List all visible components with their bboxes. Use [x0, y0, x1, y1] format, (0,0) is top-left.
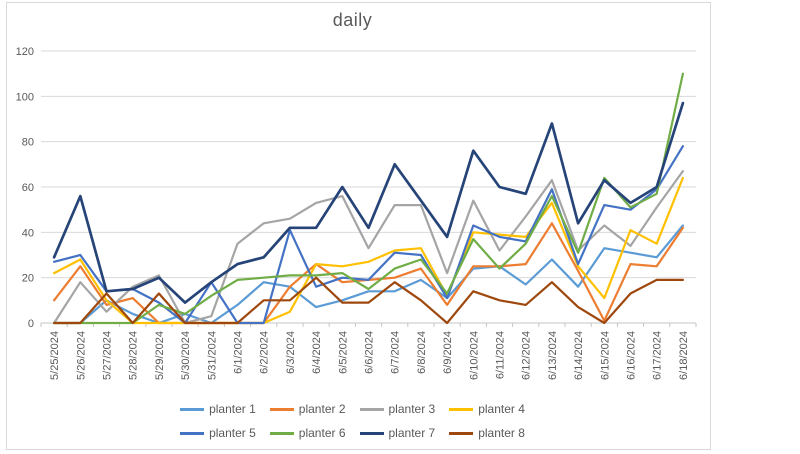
y-axis-label: 120: [16, 46, 34, 58]
y-axis-label: 80: [22, 137, 34, 149]
x-axis-label: 5/28/2024: [128, 331, 140, 380]
legend-swatch-planter-1: [180, 407, 205, 411]
legend-item-planter-1: planter 1: [180, 402, 256, 416]
y-axis-label: 0: [28, 318, 34, 330]
x-axis-label: 5/29/2024: [154, 331, 166, 380]
legend-label: planter 8: [478, 426, 525, 440]
legend-item-planter-5: planter 5: [180, 426, 256, 440]
legend-swatch-planter-2: [269, 407, 294, 411]
y-axis-label: 60: [22, 182, 34, 194]
y-axis-label: 40: [22, 227, 34, 239]
x-axis-label: 5/27/2024: [102, 331, 114, 380]
x-axis-label: 5/31/2024: [206, 331, 218, 380]
y-axis-label: 100: [16, 91, 34, 103]
x-axis-label: 6/18/2024: [678, 331, 690, 380]
x-axis-label: 6/1/2024: [233, 331, 245, 374]
legend-label: planter 3: [388, 402, 436, 416]
legend-label: planter 4: [478, 402, 525, 416]
x-axis-label: 6/15/2024: [599, 331, 611, 380]
legend-swatch-planter-8: [449, 431, 474, 435]
chart-title: daily: [332, 10, 373, 30]
line-series-planter-7: [52, 101, 685, 304]
legend-label: planter 6: [298, 426, 346, 440]
legend-item-planter-4: planter 4: [449, 402, 525, 416]
legend-swatch-planter-3: [359, 407, 384, 411]
x-axis-label: 6/6/2024: [364, 331, 376, 374]
legend-item-planter-8: planter 8: [449, 426, 525, 440]
x-axis-label: 6/3/2024: [285, 331, 297, 374]
x-axis-label: 6/10/2024: [468, 331, 480, 380]
legend-swatch-planter-6: [269, 431, 294, 435]
x-axis-label: 5/25/2024: [49, 331, 61, 380]
x-axis-label: 6/16/2024: [626, 331, 638, 380]
legend-label: planter 7: [388, 426, 436, 440]
line-series-planter-3: [52, 170, 685, 325]
legend-item-planter-2: planter 2: [269, 402, 346, 416]
x-axis-label: 5/26/2024: [75, 331, 87, 380]
x-axis-label: 6/13/2024: [547, 331, 559, 380]
legend-row-2: planter 5 planter 6 planter 7 planter 8: [0, 426, 705, 440]
x-axis-label: 6/8/2024: [416, 331, 428, 374]
x-axis-label: 6/14/2024: [573, 331, 585, 380]
legend-swatch-planter-5: [180, 431, 205, 435]
legend-item-planter-3: planter 3: [359, 402, 436, 416]
x-axis-label: 6/11/2024: [495, 331, 507, 379]
legend-swatch-planter-7: [359, 431, 384, 435]
legend-label: planter 1: [209, 402, 256, 416]
legend-swatch-planter-4: [449, 407, 474, 411]
x-axis-label: 6/4/2024: [311, 331, 323, 374]
line-series-planter-5: [52, 145, 685, 325]
x-axis-label: 6/2/2024: [259, 331, 271, 374]
y-axis-label: 20: [22, 273, 34, 285]
legend-label: planter 2: [298, 402, 346, 416]
x-axis-label: 6/7/2024: [390, 331, 402, 374]
x-axis-label: 5/30/2024: [180, 331, 192, 380]
x-axis-label: 6/17/2024: [652, 331, 664, 380]
x-axis-label: 6/12/2024: [521, 331, 533, 380]
legend-item-planter-6: planter 6: [269, 426, 346, 440]
line-series-planter-8: [52, 276, 685, 325]
x-axis-label: 6/5/2024: [337, 331, 349, 374]
x-axis-label: 6/9/2024: [442, 331, 454, 374]
legend-item-planter-7: planter 7: [359, 426, 436, 440]
line-series-planter-4: [52, 176, 685, 325]
legend-row-1: planter 1 planter 2 planter 3 planter 4: [0, 402, 705, 416]
legend-label: planter 5: [209, 426, 256, 440]
line-series-planter-6: [52, 72, 685, 325]
